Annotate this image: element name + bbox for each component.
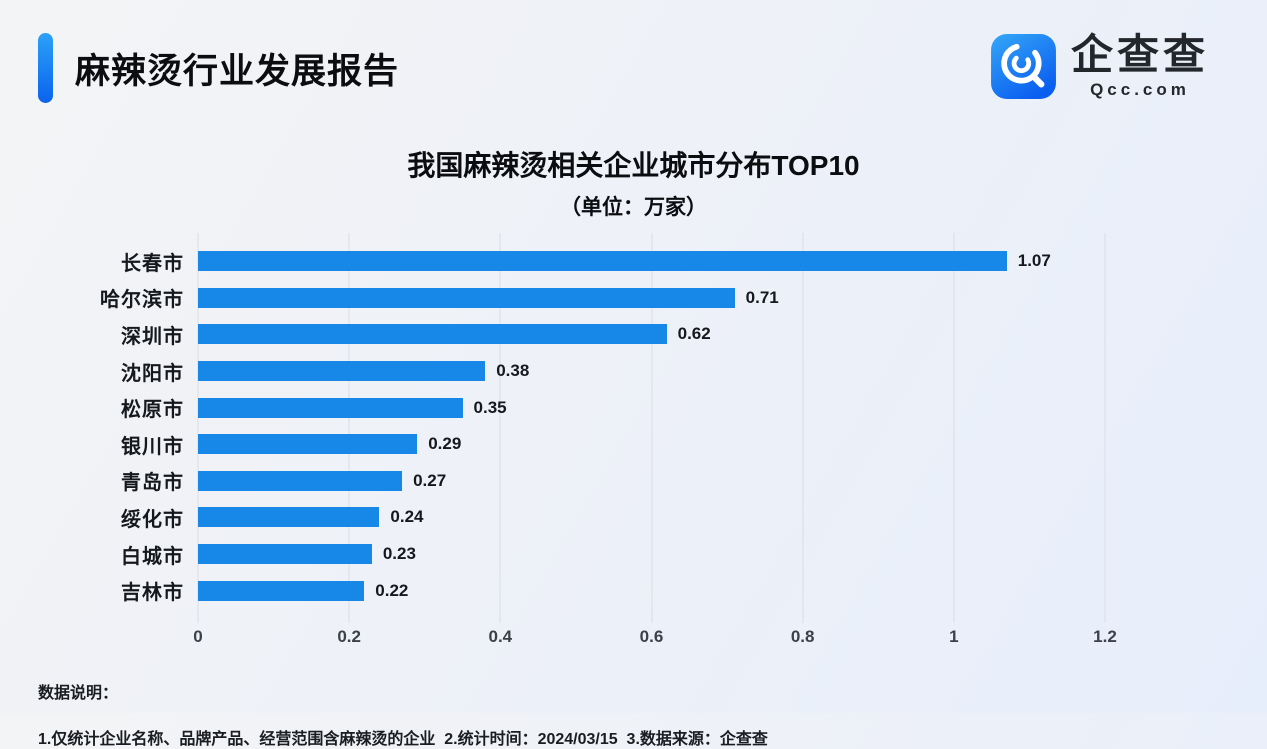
bar: 0.62 bbox=[198, 324, 711, 345]
category-label: 哈尔滨市 bbox=[100, 289, 184, 312]
gridline bbox=[348, 233, 350, 623]
value-label: 0.38 bbox=[496, 361, 530, 381]
qcc-domain: Qcc.com bbox=[1090, 79, 1190, 99]
value-label: 0.24 bbox=[390, 507, 424, 527]
axis-tick-label: 0 bbox=[193, 626, 203, 646]
bar-row: 青岛市 0.27 bbox=[85, 463, 1105, 500]
value-label: 0.29 bbox=[428, 434, 462, 454]
gridline bbox=[802, 233, 804, 623]
category-label: 白城市 bbox=[121, 545, 184, 568]
bar-row: 松原市 0.35 bbox=[85, 389, 1105, 426]
bar-track: 0.24 bbox=[198, 507, 1105, 528]
x-axis: 0 0.2 0.4 0.6 0.8 1 1.2 bbox=[193, 619, 1117, 653]
value-label: 0.23 bbox=[382, 544, 416, 564]
gridline bbox=[651, 233, 652, 623]
bar: 0.71 bbox=[198, 287, 779, 308]
bar: 0.23 bbox=[198, 544, 416, 565]
value-label: 0.27 bbox=[413, 470, 447, 490]
category-label: 长春市 bbox=[121, 252, 184, 275]
bar-track: 0.27 bbox=[198, 470, 1105, 491]
bar: 0.38 bbox=[198, 361, 529, 382]
axis-tick-label: 0.4 bbox=[488, 626, 513, 646]
report-title: 麻辣烫行业发展报告 bbox=[75, 51, 400, 91]
qcc-logo: 企查查 Qcc.com bbox=[990, 33, 1209, 100]
category-label: 银川市 bbox=[121, 435, 184, 458]
bar-row: 吉林市 0.22 bbox=[85, 572, 1105, 609]
bar-track: 0.38 bbox=[198, 361, 1105, 382]
data-notes-heading: 数据说明： bbox=[38, 684, 119, 702]
value-label: 0.22 bbox=[375, 580, 409, 600]
category-label: 深圳市 bbox=[121, 325, 184, 348]
qcc-logo-text: 企查查 Qcc.com bbox=[1071, 33, 1209, 99]
gridline bbox=[197, 233, 199, 623]
gridline bbox=[499, 233, 501, 623]
qcc-brand-name: 企查查 bbox=[1070, 31, 1209, 79]
category-label: 吉林市 bbox=[121, 582, 184, 605]
category-label: 绥化市 bbox=[121, 508, 184, 531]
data-notes-text: 1.仅统计企业名称、品牌产品、经营范围含麻辣烫的企业 2.统计时间：2024/0… bbox=[38, 730, 768, 748]
bar: 0.22 bbox=[198, 580, 408, 601]
value-label: 0.62 bbox=[677, 324, 711, 344]
bar: 0.29 bbox=[198, 434, 461, 455]
gridline bbox=[1104, 233, 1106, 623]
category-label: 沈阳市 bbox=[121, 362, 184, 385]
bar-row: 沈阳市 0.38 bbox=[85, 353, 1105, 390]
bar-row: 长春市 1.07 bbox=[85, 243, 1105, 280]
chart-gridlines bbox=[197, 233, 1106, 623]
bar-track: 0.35 bbox=[198, 397, 1105, 418]
bar-track: 0.71 bbox=[198, 287, 1105, 308]
bar-track: 0.62 bbox=[198, 324, 1105, 345]
page-header: 麻辣烫行业发展报告 企查查 Qcc.com bbox=[0, 0, 1267, 112]
bar-row: 银川市 0.29 bbox=[85, 426, 1105, 463]
bar: 0.27 bbox=[198, 470, 446, 491]
bar-row: 绥化市 0.24 bbox=[85, 499, 1105, 536]
axis-tick-label: 0.6 bbox=[639, 626, 664, 646]
chart-title: 我国麻辣烫相关企业城市分布TOP10 bbox=[407, 150, 860, 181]
chart-subtitle: （单位：万家） bbox=[560, 196, 707, 219]
axis-tick-label: 1.2 bbox=[1093, 626, 1117, 646]
category-label: 青岛市 bbox=[121, 472, 184, 495]
bar: 0.35 bbox=[198, 397, 507, 418]
bar-track: 0.22 bbox=[198, 580, 1105, 601]
value-label: 0.71 bbox=[745, 287, 779, 307]
value-label: 0.35 bbox=[473, 397, 507, 417]
axis-tick-label: 0.8 bbox=[790, 626, 815, 646]
bar-track: 0.29 bbox=[198, 434, 1105, 455]
bar-track: 0.23 bbox=[198, 544, 1105, 565]
bar: 1.07 bbox=[198, 251, 1051, 272]
value-label: 1.07 bbox=[1017, 251, 1051, 271]
bar-chart: 长春市 1.07 哈尔滨市 0.71 深圳市 0.62 沈阳市 0.38 松原市 0.35 银川市 0… bbox=[85, 233, 1117, 653]
gridline bbox=[953, 233, 955, 623]
title-accent-bar bbox=[38, 33, 53, 103]
axis-tick-label: 0.2 bbox=[337, 626, 361, 646]
bar-row: 深圳市 0.62 bbox=[85, 316, 1105, 353]
bar-row: 哈尔滨市 0.71 bbox=[85, 280, 1105, 317]
chart-rows: 长春市 1.07 哈尔滨市 0.71 深圳市 0.62 沈阳市 0.38 松原市 0.35 银川市 0… bbox=[85, 243, 1105, 609]
qcc-magnifier-icon bbox=[991, 34, 1056, 99]
category-label: 松原市 bbox=[121, 399, 184, 422]
bar-row: 白城市 0.23 bbox=[85, 536, 1105, 573]
bar-track: 1.07 bbox=[198, 251, 1105, 272]
axis-tick-label: 1 bbox=[949, 626, 959, 646]
report-title-group: 麻辣烫行业发展报告 bbox=[38, 33, 399, 103]
bar: 0.24 bbox=[198, 507, 423, 528]
data-notes: 数据说明： 1.仅统计企业名称、品牌产品、经营范围含麻辣烫的企业 2.统计时间：… bbox=[38, 679, 1267, 749]
